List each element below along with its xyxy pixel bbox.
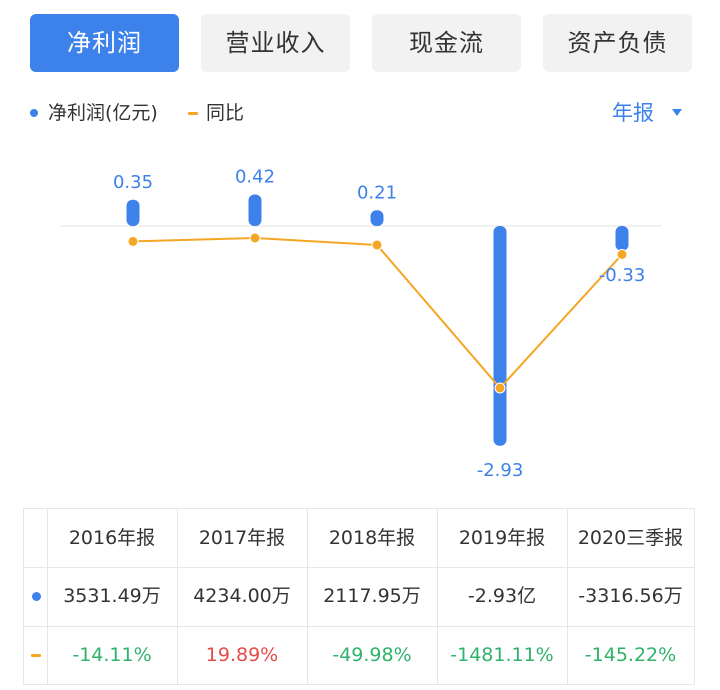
legend-dash-icon xyxy=(188,112,198,115)
yoy-cell: 19.89% xyxy=(205,644,279,666)
table-header-cell: 2016年报 xyxy=(68,527,156,549)
legend-label-net-profit: 净利润(亿元) xyxy=(48,102,158,124)
table-column-divider xyxy=(437,509,438,684)
table-row-divider xyxy=(24,626,694,627)
table-column-divider xyxy=(307,509,308,684)
bar-value-label-2: 0.21 xyxy=(357,182,397,203)
tab-net-profit[interactable]: 净利润 xyxy=(30,14,179,72)
legend-label-yoy: 同比 xyxy=(206,102,245,124)
labels-layer: 0.35 0.42 0.21 -2.93 -0.33 xyxy=(113,167,645,481)
period-dropdown-label: 年报 xyxy=(612,101,654,125)
bar-1[interactable] xyxy=(248,194,262,227)
net-profit-cell: 2117.95万 xyxy=(323,585,421,607)
tab-balance-sheet[interactable]: 资产负债 xyxy=(543,14,692,72)
table-header-cell: 2018年报 xyxy=(328,527,416,549)
net-profit-cell: 3531.49万 xyxy=(63,585,161,607)
yoy-marker-icon xyxy=(31,654,41,657)
net-profit-chart: 0.35 0.42 0.21 -2.93 -0.33 xyxy=(60,167,662,481)
yoy-point-3[interactable] xyxy=(494,382,506,394)
table-header-cell: 2020三季报 xyxy=(577,527,684,549)
yoy-point-4[interactable] xyxy=(616,249,628,260)
legend-dot-icon xyxy=(30,109,38,117)
caret-down-icon xyxy=(672,109,682,116)
bar-value-label-3: -2.93 xyxy=(477,460,524,480)
net-profit-cell: -2.93亿 xyxy=(467,585,537,607)
yoy-cell: -49.98% xyxy=(332,644,412,666)
table-row-divider xyxy=(24,567,694,568)
table-column-divider xyxy=(567,509,568,684)
bar-0[interactable] xyxy=(126,199,140,226)
yoy-line xyxy=(132,236,623,390)
tab-revenue[interactable]: 营业收入 xyxy=(201,14,350,72)
yoy-cell: -145.22% xyxy=(584,644,677,666)
bar-value-label-0: 0.35 xyxy=(113,172,153,193)
bar-3[interactable] xyxy=(493,226,507,446)
yoy-point-1[interactable] xyxy=(249,232,261,244)
bar-value-label-1: 0.42 xyxy=(235,167,275,188)
bar-value-label-4: -0.33 xyxy=(599,265,646,286)
bar-4[interactable] xyxy=(615,226,629,251)
table-header-cell: 2019年报 xyxy=(458,527,546,549)
yoy-cell: -14.11% xyxy=(72,644,152,666)
yoy-cell: -1481.11% xyxy=(450,644,554,666)
net-profit-marker-icon xyxy=(32,592,41,601)
tab-cash-flow[interactable]: 现金流 xyxy=(372,14,521,72)
bars-layer xyxy=(60,194,662,446)
net-profit-cell: 4234.00万 xyxy=(193,585,291,607)
yoy-point-2[interactable] xyxy=(371,239,383,251)
period-dropdown[interactable]: 年报 xyxy=(612,98,692,128)
table-column-divider xyxy=(177,509,178,684)
yoy-point-0[interactable] xyxy=(127,235,139,247)
table-header-cell: 2017年报 xyxy=(198,527,286,549)
tab-bar: 净利润 营业收入 现金流 资产负债 xyxy=(30,14,692,72)
table-column-divider xyxy=(47,509,48,684)
bar-2[interactable] xyxy=(370,210,384,226)
net-profit-cell: -3316.56万 xyxy=(578,585,683,607)
data-table: 2016年报 2017年报 2018年报 2019年报 2020三季报 3531.49万 4… xyxy=(23,508,695,685)
line-layer xyxy=(127,232,628,394)
